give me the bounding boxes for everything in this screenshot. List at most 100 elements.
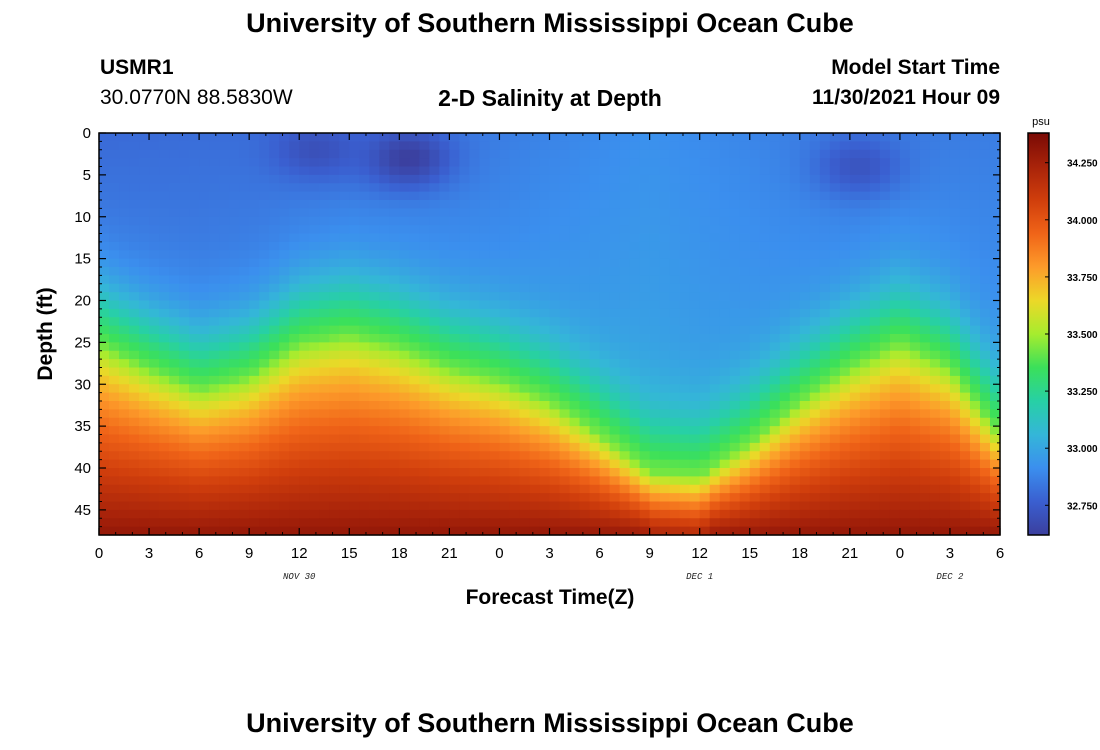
heatmap-cell	[969, 174, 981, 184]
heatmap-cell	[239, 342, 250, 352]
heatmap-cell	[509, 426, 521, 436]
heatmap-cell	[389, 275, 400, 285]
heatmap-cell	[979, 451, 991, 461]
heatmap-cell	[789, 409, 801, 419]
heatmap-cell	[929, 141, 941, 151]
heatmap-cell	[129, 367, 140, 377]
heatmap-cell	[529, 258, 541, 268]
heatmap-cell	[799, 526, 811, 536]
heatmap-cell	[329, 451, 340, 461]
heatmap-cell	[359, 451, 370, 461]
heatmap-cell	[839, 283, 851, 293]
heatmap-cell	[489, 401, 501, 410]
heatmap-cell	[899, 375, 911, 385]
heatmap-cell	[859, 476, 871, 486]
heatmap-cell	[489, 526, 501, 536]
heatmap-cell	[119, 384, 130, 394]
heatmap-cell	[289, 308, 300, 318]
heatmap-cell	[329, 350, 340, 360]
heatmap-cell	[879, 325, 891, 335]
heatmap-cell	[709, 308, 721, 318]
heatmap-cell	[539, 509, 551, 519]
heatmap-cell	[789, 275, 801, 285]
heatmap-cell	[439, 451, 450, 461]
heatmap-cell	[769, 476, 781, 486]
heatmap-cell	[709, 166, 721, 176]
heatmap-cell	[779, 451, 791, 461]
heatmap-cell	[889, 325, 901, 335]
heatmap-cell	[689, 484, 701, 494]
heatmap-cell	[589, 442, 601, 452]
heatmap-cell	[329, 158, 340, 168]
heatmap-cell	[859, 275, 871, 285]
heatmap-cell	[909, 208, 921, 218]
heatmap-cell	[749, 509, 761, 519]
heatmap-cell	[559, 401, 571, 410]
heatmap-cell	[579, 426, 591, 436]
heatmap-cell	[979, 526, 991, 536]
heatmap-cell	[779, 392, 791, 402]
heatmap-cell	[339, 493, 350, 503]
heatmap-cell	[659, 392, 671, 402]
heatmap-cell	[489, 317, 501, 327]
heatmap-cell	[609, 283, 621, 293]
heatmap-cell	[519, 350, 531, 360]
heatmap-cell	[499, 434, 511, 444]
heatmap-cell	[919, 233, 931, 243]
heatmap-cell	[519, 158, 531, 168]
heatmap-cell	[129, 225, 140, 235]
heatmap-cell	[909, 334, 921, 343]
heatmap-cell	[949, 208, 961, 218]
heatmap-cell	[789, 216, 801, 226]
heatmap-cell	[349, 183, 360, 193]
heatmap-cell	[409, 518, 420, 528]
heatmap-cell	[249, 442, 260, 452]
heatmap-cell	[179, 208, 190, 218]
heatmap-cell	[939, 275, 951, 285]
heatmap-cell	[309, 375, 320, 385]
heatmap-cell	[909, 292, 921, 302]
heatmap-cell	[419, 350, 430, 360]
heatmap-cell	[939, 233, 951, 243]
heatmap-cell	[789, 208, 801, 218]
heatmap-cell	[279, 434, 290, 444]
heatmap-cell	[269, 317, 280, 327]
heatmap-cell	[589, 350, 601, 360]
heatmap-cell	[469, 342, 481, 352]
heatmap-cell	[399, 233, 410, 243]
heatmap-cell	[879, 401, 891, 410]
heatmap-cell	[739, 267, 751, 276]
heatmap-cell	[309, 334, 320, 343]
heatmap-cell	[269, 133, 280, 142]
heatmap-cell	[439, 292, 450, 302]
heatmap-cell	[779, 292, 791, 302]
heatmap-cell	[539, 501, 551, 511]
heatmap-cell	[529, 476, 541, 486]
heatmap-cell	[329, 225, 340, 235]
heatmap-cell	[869, 241, 881, 251]
heatmap-cell	[329, 417, 340, 427]
heatmap-cell	[519, 258, 531, 268]
heatmap-cell	[699, 526, 711, 536]
heatmap-cell	[419, 501, 430, 511]
heatmap-cell	[309, 225, 320, 235]
heatmap-cell	[129, 275, 140, 285]
heatmap-cell	[749, 426, 761, 436]
heatmap-cell	[959, 208, 971, 218]
heatmap-cell	[229, 526, 240, 536]
heatmap-cell	[339, 350, 350, 360]
heatmap-cell	[399, 350, 410, 360]
heatmap-cell	[929, 200, 941, 209]
heatmap-cell	[899, 434, 911, 444]
heatmap-cell	[479, 208, 491, 218]
heatmap-cell	[489, 375, 501, 385]
heatmap-cell	[169, 526, 180, 536]
heatmap-cell	[289, 359, 300, 369]
heatmap-cell	[579, 149, 591, 159]
heatmap-cell	[759, 191, 771, 201]
heatmap-cell	[209, 484, 220, 494]
heatmap-cell	[619, 241, 631, 251]
heatmap-cell	[469, 191, 481, 201]
heatmap-cell	[749, 417, 761, 427]
heatmap-cell	[139, 509, 150, 519]
